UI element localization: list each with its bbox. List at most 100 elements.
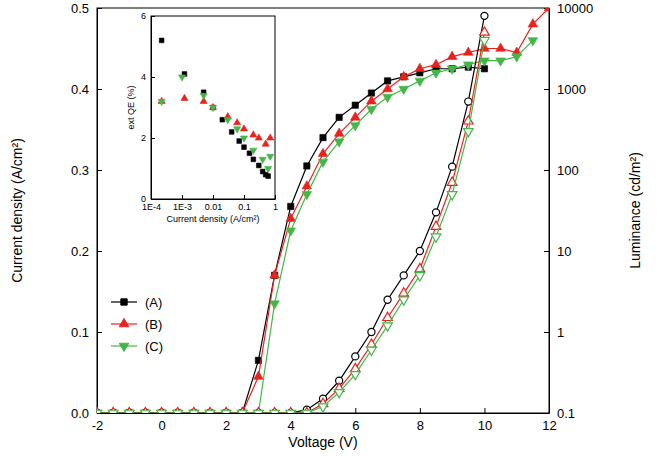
marker — [237, 410, 247, 413]
tick-mark — [420, 408, 421, 413]
legend: (A)(B)(C) — [111, 295, 163, 354]
series — [159, 38, 270, 178]
tick-mark — [151, 77, 155, 78]
tick-label: 6 — [141, 11, 146, 21]
marker — [157, 410, 167, 413]
marker — [447, 192, 457, 200]
tick: 0 — [141, 194, 155, 204]
tick-label: 0.01 — [205, 202, 223, 212]
legend-entry: (B) — [111, 317, 162, 332]
tick: 6 — [141, 11, 155, 21]
legend-label: (B) — [145, 317, 162, 332]
marker — [431, 59, 441, 67]
tick-mark — [544, 170, 549, 171]
tick-label: 8 — [417, 418, 424, 433]
marker — [267, 134, 274, 140]
marker — [350, 363, 360, 371]
tick-label: 10 — [478, 418, 492, 433]
marker — [367, 347, 377, 355]
tick-label: 0.1 — [557, 406, 575, 421]
tick-label: 10000 — [557, 1, 593, 16]
marker — [286, 228, 296, 236]
marker — [399, 86, 409, 94]
marker — [480, 37, 490, 45]
tick-mark — [484, 408, 485, 413]
marker — [234, 119, 241, 125]
marker — [449, 163, 456, 170]
tick-mark — [275, 195, 276, 199]
axis-line — [549, 9, 550, 414]
axis-line — [152, 199, 276, 200]
tick: 0.2 — [71, 244, 102, 259]
marker — [266, 174, 271, 179]
marker — [318, 148, 328, 156]
marker — [336, 114, 342, 120]
x-axis-title: Voltage (V) — [288, 434, 357, 450]
tick: 0.1 — [71, 325, 102, 340]
tick-label: 0 — [141, 194, 146, 204]
marker — [399, 297, 409, 305]
tick: 1 — [273, 195, 278, 212]
axis-line — [97, 9, 98, 414]
marker — [189, 410, 199, 413]
marker — [254, 371, 264, 379]
marker — [237, 410, 247, 413]
axis-line — [151, 17, 152, 200]
tick-mark — [97, 170, 102, 171]
axis: 1E-41E-30.010.11 — [142, 195, 278, 212]
marker — [97, 410, 102, 413]
marker — [237, 139, 242, 144]
legend-entry: (C) — [111, 339, 163, 354]
tick: 0.0 — [71, 406, 102, 421]
legend-marker — [119, 318, 129, 326]
marker — [415, 78, 425, 86]
marker — [221, 410, 231, 413]
marker — [496, 43, 506, 51]
inset: 1E-41E-30.010.110246Current density (A/c… — [126, 11, 278, 224]
marker — [465, 98, 472, 105]
marker — [463, 47, 473, 55]
marker — [256, 163, 261, 168]
marker — [158, 99, 165, 105]
tick-label: -2 — [92, 418, 104, 433]
tick-label: 0.3 — [71, 163, 89, 178]
marker — [304, 163, 310, 169]
marker — [124, 410, 134, 413]
tick-mark — [97, 251, 102, 252]
chart: -20246810120.00.10.20.30.40.50.111010010… — [0, 0, 658, 456]
y2-axis-title: Luminance (cd/m²) — [627, 152, 643, 269]
marker — [528, 19, 538, 27]
marker — [286, 410, 296, 413]
marker — [463, 129, 473, 137]
marker — [242, 145, 247, 150]
tick-mark — [544, 89, 549, 90]
tick-label: 0.2 — [71, 244, 89, 259]
legend-marker — [121, 299, 127, 305]
tick-label: 1 — [557, 325, 564, 340]
legend-marker — [119, 343, 129, 351]
marker — [352, 102, 358, 108]
tick-mark — [244, 195, 245, 199]
tick: 10 — [478, 408, 492, 433]
marker — [528, 38, 538, 46]
y-axis-title: ext QE (%) — [126, 85, 136, 129]
tick-label: 1 — [273, 202, 278, 212]
tick-label: 100 — [557, 163, 579, 178]
marker — [320, 134, 326, 140]
tick: 0.01 — [205, 195, 223, 212]
marker — [270, 270, 280, 278]
marker — [544, 8, 549, 11]
tick-label: 4 — [141, 72, 146, 82]
tick-label: 0.1 — [238, 202, 251, 212]
marker — [350, 112, 360, 120]
tick-label: 0 — [158, 418, 165, 433]
tick-label: 4 — [288, 418, 295, 433]
x-axis-title: Current density (A/cm²) — [166, 214, 259, 224]
marker — [97, 410, 102, 413]
tick-mark — [544, 332, 549, 333]
marker — [302, 192, 312, 200]
marker — [262, 140, 269, 146]
axis: -2024681012 — [92, 408, 557, 433]
line — [97, 16, 484, 413]
tick-mark — [151, 199, 155, 200]
